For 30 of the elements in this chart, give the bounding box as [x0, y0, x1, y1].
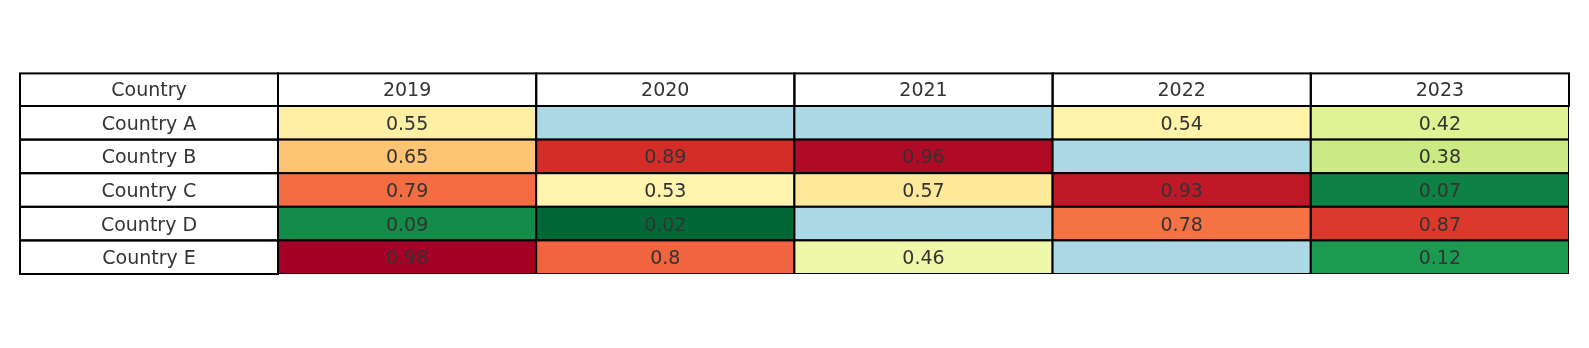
data-label: 0.54 [1160, 111, 1203, 134]
data-label: 0.57 [902, 179, 945, 201]
data-label: 0.09 [385, 212, 429, 235]
y-tick-label: Country D [100, 212, 198, 235]
data-label: 0.8 [650, 246, 681, 269]
data-label: 0.96 [902, 145, 945, 168]
y-tick-label: Country E [102, 246, 196, 269]
data-label: 0.65 [385, 145, 429, 168]
data-label: 0.42 [1418, 111, 1462, 134]
data-label: 0.98 [385, 246, 429, 269]
x-tick-label: 2023 [1415, 78, 1465, 101]
data-label: 0.12 [1418, 246, 1462, 269]
y-tick-label: Country B [101, 145, 197, 168]
x-tick-label: 2021 [899, 78, 948, 101]
y-axis-title: Country [111, 78, 187, 101]
data-label: 0.89 [644, 145, 687, 168]
y-tick-label: Country A [101, 111, 197, 134]
data-label: 0.93 [1160, 179, 1203, 201]
data-label: 0.53 [644, 179, 687, 201]
data-label: 0.78 [1160, 212, 1203, 235]
data-label: 0.38 [1418, 145, 1462, 168]
data-label: 0.07 [1418, 179, 1462, 201]
data-label: 0.55 [385, 111, 429, 134]
data-label: 0.79 [385, 179, 429, 201]
y-tick-label: Country C [101, 179, 197, 201]
data-label: 0.46 [902, 246, 945, 269]
x-tick-label: 2020 [641, 78, 690, 101]
x-tick-label: 2022 [1157, 78, 1206, 101]
x-tick-label: 2019 [382, 78, 432, 101]
data-label: 0.87 [1418, 212, 1462, 235]
